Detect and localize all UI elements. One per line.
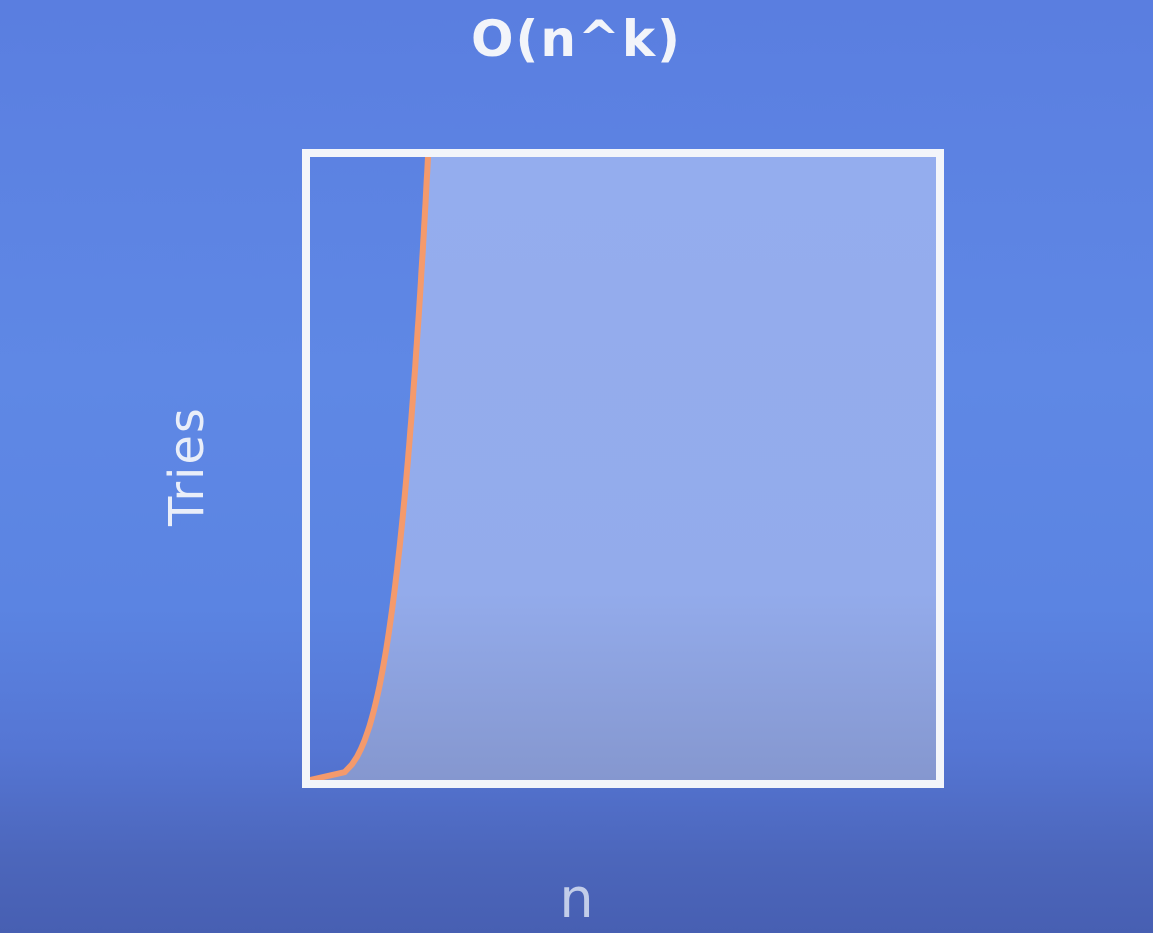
x-axis-label: n [559, 867, 594, 930]
plot-frame [302, 149, 944, 788]
chart-title: O(n^k) [471, 10, 682, 68]
area-fill-right-of-curve [310, 157, 936, 780]
growth-curve [307, 154, 431, 783]
